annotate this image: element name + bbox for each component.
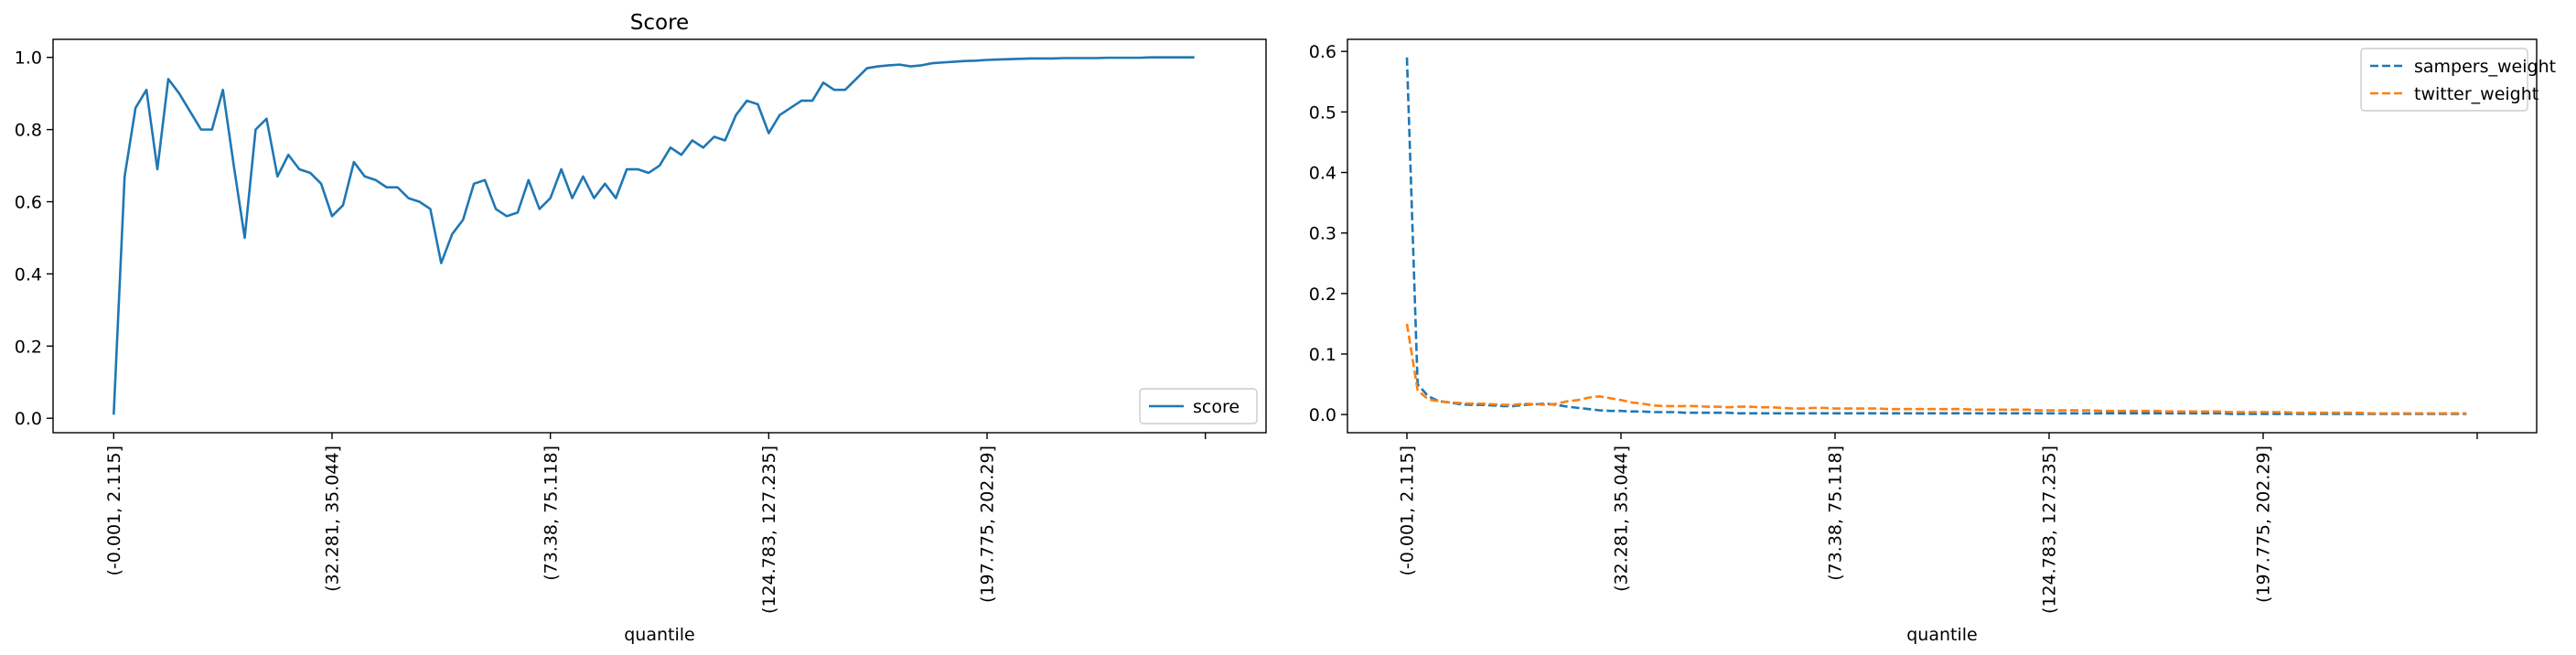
x-axis-title: quantile xyxy=(624,625,694,645)
legend-label: sampers_weight xyxy=(2414,57,2556,77)
x-tick-label: (-0.001, 2.115] xyxy=(1398,446,1418,576)
y-tick-label: 0.8 xyxy=(15,121,42,141)
y-tick-label: 0.0 xyxy=(15,409,42,429)
y-tick-label: 0.1 xyxy=(1309,345,1336,365)
y-tick-label: 0.4 xyxy=(1309,164,1336,184)
x-tick-label: (124.783, 127.235] xyxy=(2040,446,2060,614)
x-tick-label: (73.38, 75.118] xyxy=(1826,446,1846,581)
chart-2: 0.0 0.1 0.2 0.3 0.4 0.5 0.6 (-0.001, 2.115] (32.… xyxy=(1309,38,2556,645)
axes-frame xyxy=(1347,38,2538,434)
chart-1: 0.0 0.2 0.4 0.6 0.8 1.0 (-0.001, 2.115] (32.281… xyxy=(15,11,1267,645)
legend-label: score xyxy=(1193,397,1240,417)
legend-box xyxy=(1139,388,1258,424)
y-tick-label: 0.6 xyxy=(15,193,42,213)
y-tick-label: 0.2 xyxy=(15,337,42,357)
legend-box xyxy=(2360,48,2528,112)
axes-frame xyxy=(52,38,1267,434)
y-tick-label: 0.4 xyxy=(15,264,42,285)
x-tick-label: (-0.001, 2.115] xyxy=(104,446,124,576)
y-tick-label: 0.2 xyxy=(1309,285,1336,305)
y-tick-label: 0.5 xyxy=(1309,102,1336,123)
x-tick-label: (32.281, 35.044] xyxy=(323,446,343,592)
y-tick-label: 0.3 xyxy=(1309,224,1336,244)
legend: sampers_weight twitter_weight xyxy=(2360,48,2556,112)
series-line-sampers-weight xyxy=(1405,57,2467,415)
series-line-score xyxy=(113,56,1195,415)
legend: score xyxy=(1139,388,1258,424)
legend-label: twitter_weight xyxy=(2414,84,2538,104)
y-tick-label: 1.0 xyxy=(15,48,42,69)
x-tick-label: (32.281, 35.044] xyxy=(1612,446,1632,592)
x-tick-label: (73.38, 75.118] xyxy=(541,446,561,581)
x-tick-label: (124.783, 127.235] xyxy=(759,446,779,614)
x-tick-label: (197.775, 202.29] xyxy=(2254,446,2274,603)
x-tick-label: (197.775, 202.29] xyxy=(978,446,998,603)
chart-title: Score xyxy=(630,11,689,35)
y-tick-label: 0.6 xyxy=(1309,42,1336,62)
y-tick-label: 0.0 xyxy=(1309,405,1336,425)
series-line-twitter-weight xyxy=(1405,323,2467,415)
x-axis-title: quantile xyxy=(1906,625,1977,645)
